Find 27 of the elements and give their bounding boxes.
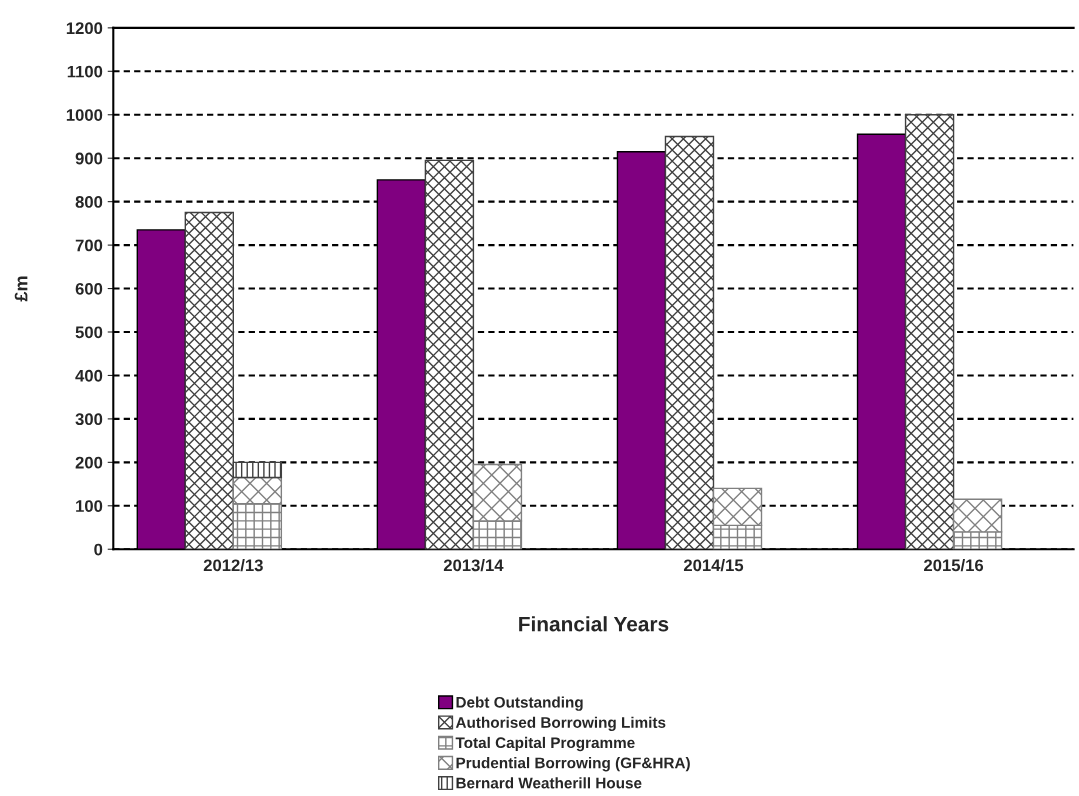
bar bbox=[904, 114, 955, 550]
bar bbox=[664, 135, 715, 550]
x-tick-label: 2014/15 bbox=[683, 558, 744, 572]
y-axis-title: £m bbox=[14, 276, 28, 302]
bar bbox=[424, 159, 475, 550]
y-tick-label: 1000 bbox=[66, 109, 103, 121]
x-tick-label: 2013/14 bbox=[443, 558, 504, 572]
y-tick-label: 100 bbox=[76, 500, 103, 512]
y-tick-label: 600 bbox=[75, 282, 103, 295]
y-tick-label: 1200 bbox=[66, 22, 103, 35]
legend-label: Debt Outstanding bbox=[456, 696, 583, 711]
x-tick-label: 2015/16 bbox=[924, 558, 984, 572]
y-tick-label: 900 bbox=[75, 152, 103, 165]
y-tick-label: 700 bbox=[75, 239, 103, 252]
legend-label: Bernard Weatherill House bbox=[456, 777, 642, 789]
x-tick-label: 2012/13 bbox=[203, 558, 263, 572]
y-tick-label: 1100 bbox=[67, 65, 103, 78]
legend-label: Total Capital Programme bbox=[455, 736, 635, 752]
legend-label: Authorised Borrowing Limits bbox=[455, 716, 666, 731]
y-tick-label: 500 bbox=[75, 326, 103, 339]
legend-label: Prudential Borrowing (GF&HRA) bbox=[456, 757, 690, 772]
y-tick-label: 300 bbox=[75, 413, 103, 426]
y-tick-label: 800 bbox=[75, 196, 103, 208]
y-tick-label: 400 bbox=[75, 369, 103, 382]
x-axis-title: Financial Years bbox=[519, 616, 669, 632]
y-tick-label: 200 bbox=[75, 456, 103, 469]
y-tick-label: 0 bbox=[94, 543, 103, 556]
